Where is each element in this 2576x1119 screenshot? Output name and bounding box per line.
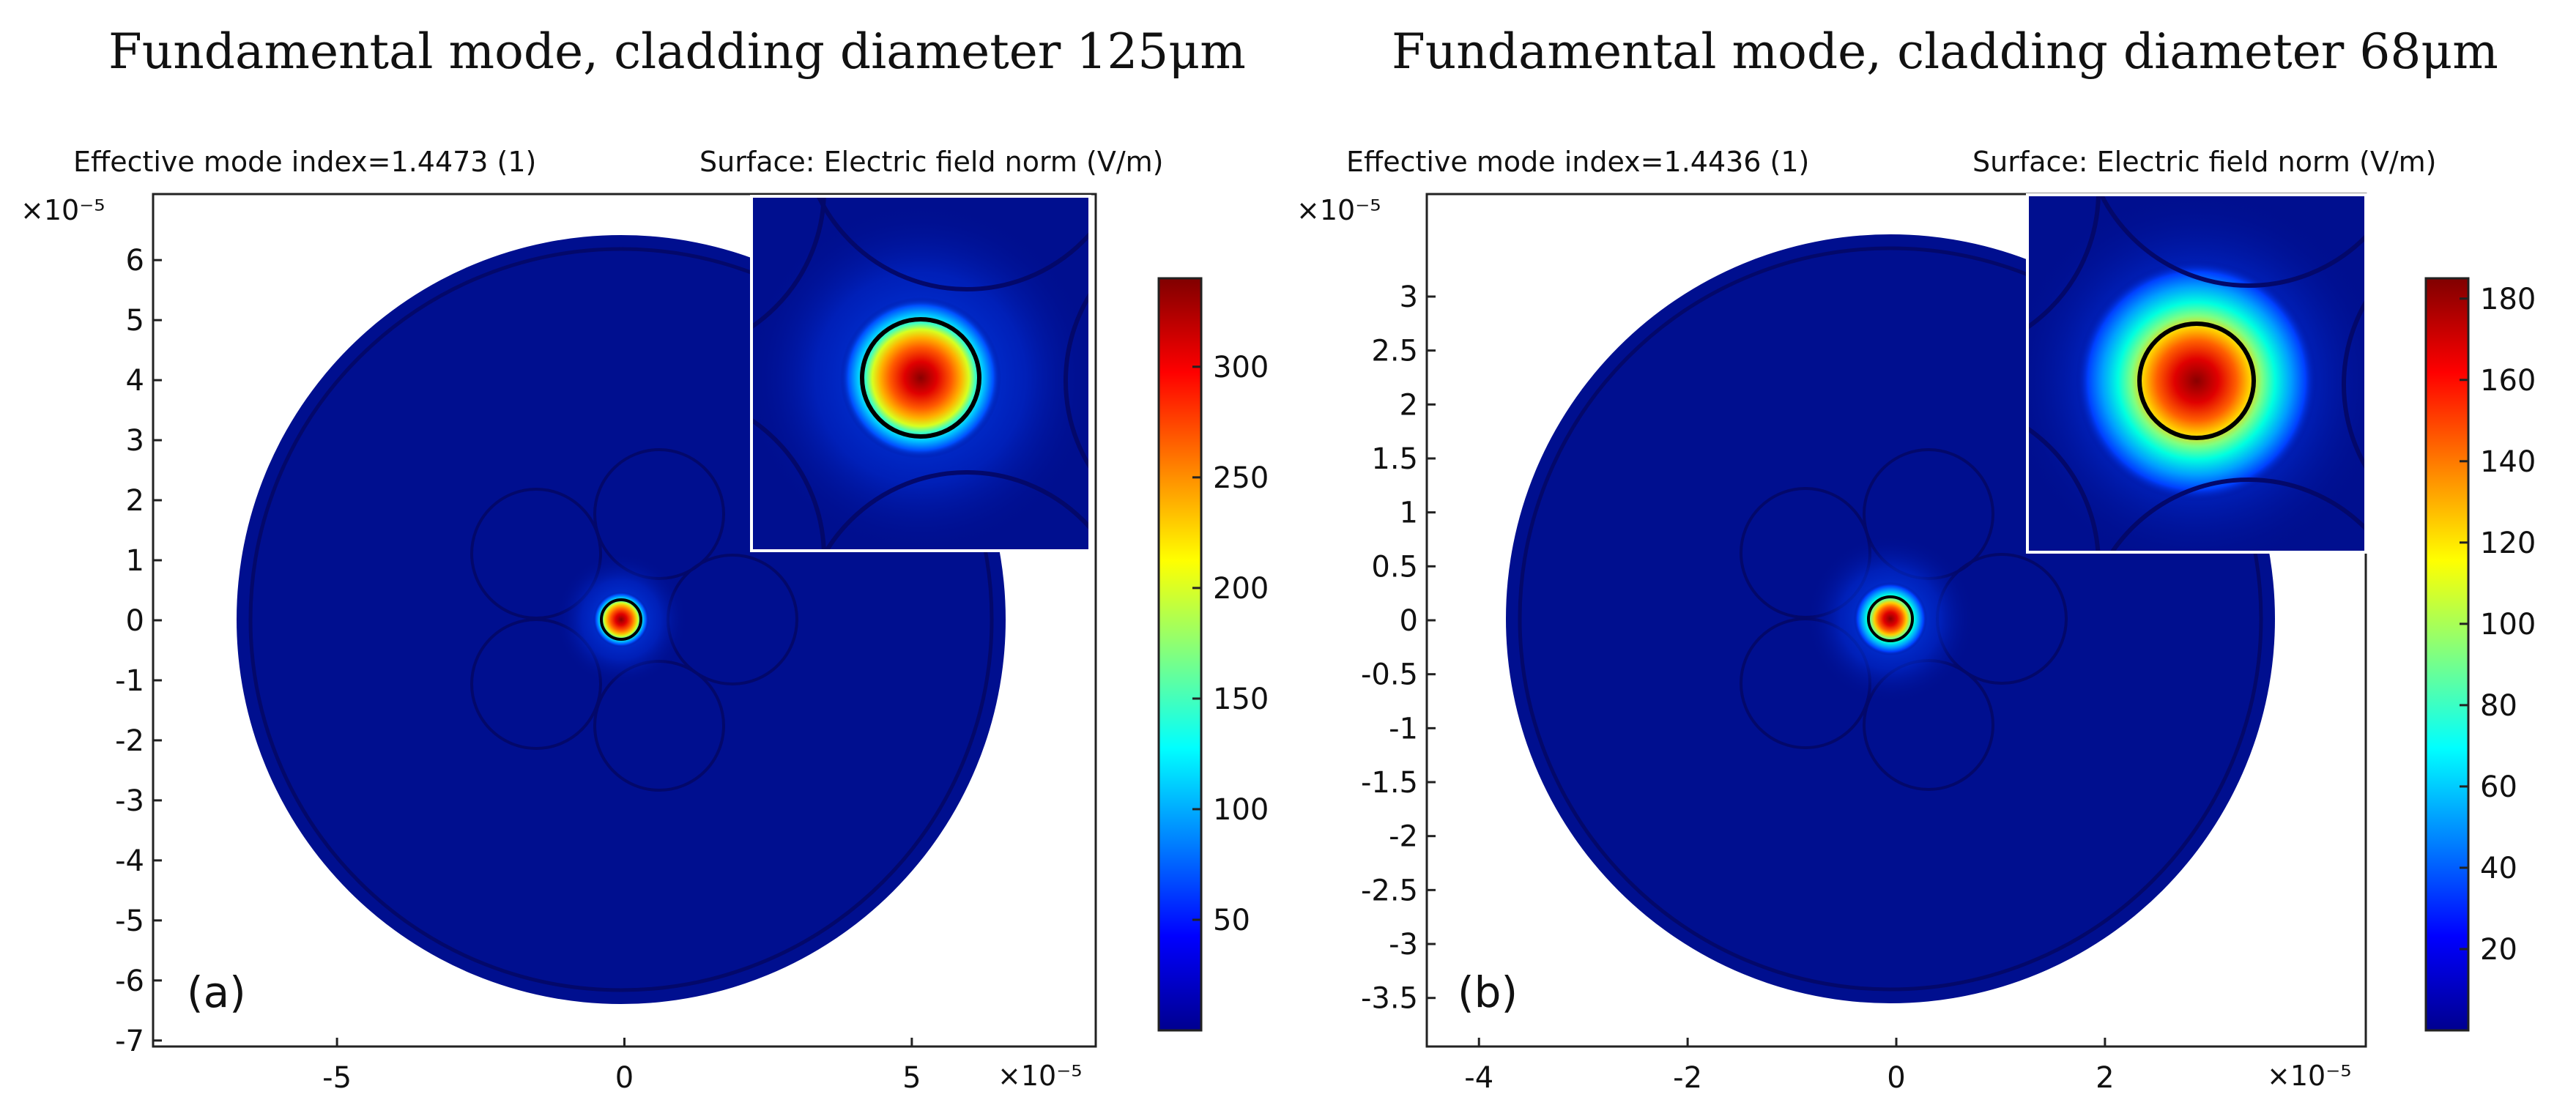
panel-a-y-exponent: ×10⁻⁵ (21, 194, 105, 226)
panel-b-y-tick-label: -2 (1389, 820, 1418, 854)
panel-b-y-tick-label: -3.5 (1361, 982, 1418, 1016)
panel-b-colorbar (2424, 277, 2470, 1032)
panel-b-colorbar-tick-label: 120 (2480, 527, 2536, 560)
panel-b-colorbar-tick-label: 60 (2480, 770, 2517, 804)
panel-b-y-tick-label: 2 (1400, 388, 1418, 422)
panel-a-colorbar-tick-label: 100 (1213, 793, 1269, 827)
panel-a-subtitle-left: Effective mode index=1.4473 (1) (73, 146, 536, 178)
panel-a-label: (a) (187, 967, 246, 1017)
panel-a-y-tick-label: -2 (115, 724, 144, 758)
panel-b-x-tick-label: -2 (1673, 1061, 1702, 1095)
panel-a-core-boundary (600, 598, 642, 641)
panel-b-colorbar-tick-label: 180 (2480, 283, 2536, 316)
panel-b-colorbar-tick-label: 160 (2480, 364, 2536, 398)
panel-b-x-exponent: ×10⁻⁵ (2267, 1060, 2351, 1092)
panel-a-x-tick-label: 0 (615, 1061, 634, 1095)
panel-b-y-tick-label: -3 (1389, 928, 1418, 962)
panel-a-y-tick-label: 5 (126, 304, 144, 338)
panel-a-subtitle-right: Surface: Electric field norm (V/m) (699, 146, 1163, 178)
panel-b-y-tick-label: 3 (1400, 280, 1418, 314)
panel-b-y-tick-label: -2.5 (1361, 874, 1418, 907)
panel-b-colorbar-tick-label: 80 (2480, 689, 2517, 723)
panel-b-title: Fundamental mode, cladding diameter 68μm (1392, 23, 2498, 80)
panel-a-x-tick-label: 5 (902, 1061, 921, 1095)
panel-b: Effective mode index=1.4436 (1) Surface:… (1296, 146, 2536, 1095)
panel-b-colorbar-tick-label: 20 (2480, 933, 2517, 967)
panel-a-title: Fundamental mode, cladding diameter 125μ… (108, 23, 1246, 80)
panel-b-y-tick-label: 0 (1400, 604, 1418, 638)
panel-a-axis-ticks: -5 0 5 6 5 4 3 2 1 0 -1 -2 -3 -4 -5 -6 -7 (115, 244, 921, 1095)
panel-b-inset (2026, 193, 2367, 554)
panel-a-y-tick-label: -1 (115, 664, 144, 698)
panel-a-colorbar-tick-label: 150 (1213, 683, 1269, 716)
panel-b-cladding-boundary (1518, 246, 2263, 992)
panel-b-colorbar-ticks: 180 160 140 120 100 80 60 40 20 (2460, 283, 2536, 967)
panel-a-x-tick-label: -5 (322, 1061, 352, 1095)
panel-a-y-tick-label: 6 (126, 244, 144, 278)
panel-a-cladding-boundary (248, 247, 994, 992)
panel-a-y-tick-label: -4 (115, 844, 144, 878)
panel-a-y-tick-label: -6 (115, 964, 144, 998)
panel-b-x-tick-label: -4 (1464, 1061, 1493, 1095)
panel-b-subtitle-left: Effective mode index=1.4436 (1) (1346, 146, 1809, 178)
panel-b-y-tick-label: 1.5 (1371, 442, 1418, 476)
panel-a-x-exponent: ×10⁻⁵ (998, 1060, 1082, 1092)
panel-a-colorbar-tick-label: 50 (1213, 904, 1250, 937)
panel-a-colorbar-tick-label: 200 (1213, 572, 1269, 606)
panel-a-y-tick-label: -7 (115, 1025, 144, 1058)
panel-b-y-tick-label: 2.5 (1371, 335, 1418, 368)
panel-a-colorbar (1157, 277, 1203, 1032)
panel-a-y-tick-label: 4 (126, 364, 144, 398)
panel-b-y-tick-label: -1 (1389, 712, 1418, 746)
panel-b-colorbar-tick-label: 140 (2480, 445, 2536, 479)
panel-a-y-tick-label: 2 (126, 484, 144, 518)
panel-b-label: (b) (1458, 967, 1518, 1017)
panel-b-axis-ticks: -4 -2 0 2 3 2.5 2 1.5 1 0.5 0 -0.5 -1 -1.5 -2 -2.5 -3 -3.… (1361, 280, 2115, 1095)
panel-b-y-tick-label: 0.5 (1371, 550, 1418, 584)
panel-a-y-tick-label: -3 (115, 784, 144, 818)
panel-a-colorbar-tick-label: 300 (1213, 351, 1269, 384)
panel-a-colorbar-tick-label: 250 (1213, 461, 1269, 495)
panel-b-y-tick-label: -0.5 (1361, 658, 1418, 692)
panel-b-y-exponent: ×10⁻⁵ (1296, 194, 1381, 226)
panel-b-colorbar-tick-label: 100 (2480, 608, 2536, 642)
panel-a-y-tick-label: 0 (126, 604, 144, 638)
panel-b-core-boundary (1867, 595, 1914, 642)
panel-b-subtitle-right: Surface: Electric field norm (V/m) (1972, 146, 2436, 178)
panel-b-y-tick-label: 1 (1400, 497, 1418, 530)
panel-b-y-tick-label: -1.5 (1361, 766, 1418, 800)
panel-a-inset (750, 195, 1091, 552)
panel-a: Effective mode index=1.4473 (1) Surface:… (21, 146, 1269, 1095)
panel-b-colorbar-tick-label: 40 (2480, 852, 2517, 885)
panel-b-x-tick-label: 0 (1887, 1061, 1905, 1095)
panel-a-y-tick-label: -5 (115, 904, 144, 938)
panel-a-colorbar-ticks: 300 250 200 150 100 50 (1192, 351, 1269, 937)
panel-a-y-tick-label: 1 (126, 544, 144, 578)
panel-a-y-tick-label: 3 (126, 424, 144, 458)
panel-b-x-tick-label: 2 (2096, 1061, 2114, 1095)
panel-a-capillary (470, 488, 602, 620)
panel-b-mode-field (1854, 582, 1927, 655)
